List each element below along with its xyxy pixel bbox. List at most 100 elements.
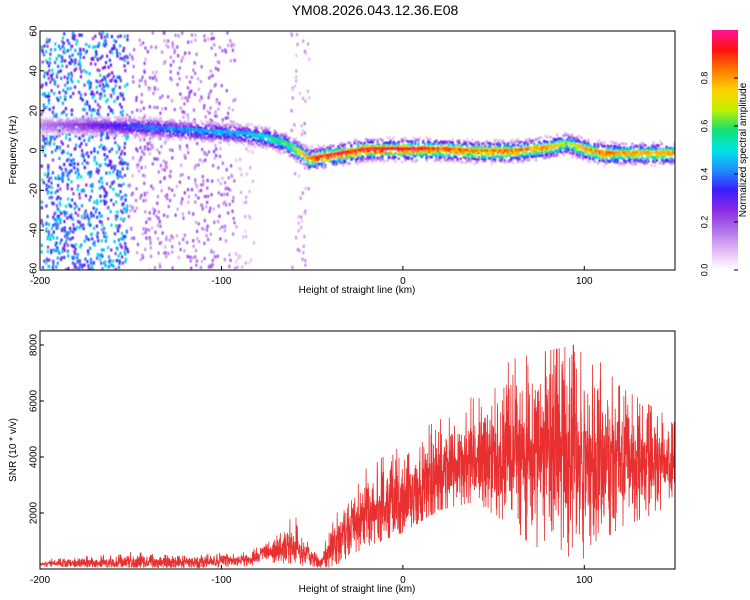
ridge-cell [505,155,508,158]
ridge-core-cell [284,141,288,144]
ridge-core-cell [229,130,232,134]
ridge-core-cell [436,147,440,150]
speckle-cell [112,91,115,95]
ridge-cell [400,160,404,164]
ridge-cell [404,151,407,155]
ridge-cell [182,123,185,127]
speckle-cell [139,258,142,262]
speckle-cell [182,216,185,220]
ridge-cell [469,147,472,150]
ridge-cell [516,150,520,153]
ridge-core-cell [204,129,208,133]
speckle-cell [73,34,77,38]
ridge-cell [490,160,494,163]
ridge-cell [523,144,526,148]
speckle-cell [104,194,107,198]
ridge-cell [262,145,265,148]
ridge-cell [332,159,335,162]
ridge-core-cell [169,126,172,130]
ridge-cell [275,135,278,138]
speckle-cell [65,91,68,95]
ridge-cell [443,140,446,143]
speckle-cell [100,261,103,265]
speckle-cell [66,49,69,53]
ridge-cell [474,145,477,149]
ridge-cell [293,141,296,145]
ridge-cell [516,137,520,141]
speckle-cell [110,166,113,170]
ridge-cell [420,151,423,154]
speckle-cell [299,196,302,200]
speckle-cell [161,94,164,98]
speckle-cell [91,182,94,187]
speckle-cell [89,261,93,265]
ridge-core-cell [244,131,247,135]
speckle-cell [60,140,63,144]
ridge-cell [62,121,66,125]
speckle-cell [118,174,121,178]
ridge-cell [466,155,469,158]
ridge-cell [493,145,497,149]
speckle-cell [143,145,146,149]
ridge-core-cell [129,124,133,128]
speckle-cell [153,130,156,134]
ridge-core-cell [404,147,407,150]
speckle-cell [184,96,187,100]
speckle-cell [194,249,198,253]
ridge-cell [219,141,222,144]
ridge-core-cell [361,147,365,151]
ridge-cell [304,151,307,155]
ridge-cell [151,135,154,138]
ridge-core-cell [529,147,533,150]
speckle-cell [164,106,167,111]
ridge-cell [371,158,374,162]
speckle-cell [226,31,229,35]
ridge-cell [302,157,306,160]
ridge-core-cell [301,151,304,155]
ridge-core-cell [505,149,508,152]
ridge-cell [466,153,469,157]
ridge-cell [471,151,474,155]
speckle-cell [58,128,61,133]
speckle-cell [48,258,51,262]
speckle-cell [114,214,118,218]
speckle-cell [99,79,102,84]
ridge-cell [360,159,363,163]
speckle-cell [77,184,80,188]
speckle-cell [119,244,122,248]
ridge-cell [472,145,476,149]
speckle-cell [126,250,129,254]
speckle-cell [171,245,174,249]
ridge-core-cell [348,150,351,153]
ridge-cell [201,140,205,144]
speckle-cell [143,131,146,135]
ridge-core-cell [431,147,435,150]
ridge-core-cell [382,147,386,150]
ridge-cell [126,115,129,118]
ridge-cell [257,139,260,143]
ridge-core-cell [448,147,451,151]
ridge-cell [211,140,214,143]
ridge-cell [133,118,136,122]
ridge-core-cell [203,129,206,133]
ridge-cell [218,136,221,139]
ridge-cell [314,165,317,168]
ridge-cell [44,121,48,124]
ridge-core-cell [151,125,154,129]
speckle-cell [229,120,232,124]
ridge-cell [322,149,325,153]
speckle-cell [98,211,101,215]
speckle-cell [183,249,186,253]
speckle-cell [128,184,131,188]
speckle-cell [78,59,81,64]
speckle-cell [70,44,73,48]
speckle-cell [230,174,234,178]
ridge-cell [203,133,206,136]
speckle-cell [79,175,82,179]
speckle-cell [49,135,52,139]
speckle-cell [143,138,146,142]
ridge-cell [222,135,226,139]
ridge-cell [144,123,147,126]
ridge-cell [165,121,169,125]
ridge-cell [516,156,520,159]
